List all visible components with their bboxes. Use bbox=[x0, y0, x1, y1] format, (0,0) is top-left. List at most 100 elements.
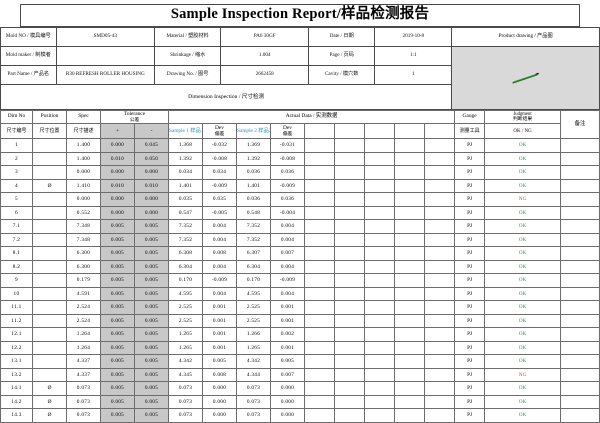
cell-s1: 4.345 bbox=[168, 367, 204, 383]
cell-empty bbox=[424, 165, 456, 180]
cell-d2: 0.004 bbox=[270, 232, 306, 248]
cell-no: 14.3 bbox=[0, 408, 33, 423]
cell-empty bbox=[364, 165, 396, 180]
cell-s1: 1.392 bbox=[168, 151, 204, 167]
mold-no-label: Mold NO / 模具编号 bbox=[0, 26, 57, 47]
cell-empty bbox=[364, 205, 396, 221]
cell-empty bbox=[394, 246, 426, 261]
cell-no: 6 bbox=[0, 205, 33, 221]
cell-no: 8.1 bbox=[0, 246, 33, 261]
th-empty-1 bbox=[304, 123, 336, 140]
cell-s1: 0.035 bbox=[168, 192, 204, 207]
cell-gauge: PJ bbox=[454, 232, 486, 248]
cell-empty bbox=[424, 286, 456, 302]
cell-spec: 4.337 bbox=[66, 367, 101, 383]
cell-empty bbox=[394, 300, 426, 315]
cell-empty bbox=[304, 138, 336, 153]
mold-no-value: SMD05-43 bbox=[55, 26, 156, 47]
cell-d2: 0.001 bbox=[270, 340, 306, 356]
status-badge: OK bbox=[484, 394, 562, 410]
cell-gauge: PJ bbox=[454, 394, 486, 410]
th-position-cn: 尺寸位置 bbox=[32, 123, 67, 140]
th-tolerance-en: Tolerance bbox=[123, 110, 146, 117]
drawing-no-value: 2662458 bbox=[220, 64, 310, 85]
status-badge: OK bbox=[484, 408, 562, 423]
table-row: 10 4.591 0.005 0.005 4.595 0.004 4.595 0.004 PJ O… bbox=[0, 286, 600, 302]
cell-s2: 1.266 bbox=[236, 327, 272, 342]
th-dev1: Dev 偏差 bbox=[202, 123, 238, 140]
cell-d1: 0.004 bbox=[202, 219, 238, 234]
table-row: 11.2 2.524 0.005 0.005 2.525 0.001 2.525 0.001 P… bbox=[0, 313, 600, 329]
cell-empty bbox=[394, 313, 426, 329]
cell-spec: 0.073 bbox=[66, 381, 101, 396]
table-row: 5 0.000 0.000 0.000 0.035 0.035 0.036 0.036 PJ NG bbox=[0, 192, 600, 207]
cell-empty bbox=[394, 354, 426, 369]
th-tolerance-cn: 公差 bbox=[129, 117, 140, 123]
cell-minus: 0.005 bbox=[133, 313, 170, 329]
cell-empty bbox=[424, 178, 456, 194]
table-row: 13.2 4.337 0.005 0.005 4.345 0.008 4.344 0.007 P… bbox=[0, 367, 600, 383]
cell-no: 12.1 bbox=[0, 327, 33, 342]
cell-spec: 0.179 bbox=[66, 273, 101, 288]
cell-d2: -0.031 bbox=[270, 138, 306, 153]
cell-empty bbox=[424, 151, 456, 167]
cell-plus: 0.005 bbox=[100, 273, 135, 288]
th-empty-4 bbox=[394, 123, 426, 140]
cell-empty bbox=[304, 340, 336, 356]
th-dev2-en: Dev bbox=[283, 124, 292, 131]
cell-spec: 1.264 bbox=[66, 327, 101, 342]
cell-empty bbox=[394, 394, 426, 410]
cell-empty bbox=[364, 408, 396, 423]
cell-s1: 1.265 bbox=[168, 327, 204, 342]
cell-plus: 0.000 bbox=[100, 165, 135, 180]
section-band-row: Dimension Inspection / 尺寸检测 bbox=[0, 83, 600, 110]
dimension-inspection-band: Dimension Inspection / 尺寸检测 bbox=[0, 83, 453, 110]
cell-d2: 0.001 bbox=[270, 313, 306, 329]
cell-empty bbox=[304, 300, 336, 315]
cell-plus: 0.005 bbox=[100, 246, 135, 261]
cell-empty bbox=[364, 151, 396, 167]
table-row: 13.1 4.337 0.005 0.005 4.342 0.005 4.342 0.005 P… bbox=[0, 354, 600, 369]
cell-s1: 0.073 bbox=[168, 394, 204, 410]
cell-spec: 1.400 bbox=[66, 138, 101, 153]
status-badge: OK bbox=[484, 286, 562, 302]
cavity-label: Cavity / 模穴数 bbox=[308, 64, 376, 85]
cell-spec: 4.337 bbox=[66, 354, 101, 369]
cell-pos bbox=[32, 138, 67, 153]
cell-s2: 0.170 bbox=[236, 273, 272, 288]
cell-remarks bbox=[560, 246, 600, 261]
cell-d2: -0.009 bbox=[270, 273, 306, 288]
status-badge: OK bbox=[484, 219, 562, 234]
cell-gauge: PJ bbox=[454, 192, 486, 207]
cell-d2: 0.004 bbox=[270, 286, 306, 302]
th-position-en: Position bbox=[32, 109, 67, 125]
th-dev2-cn: 偏差 bbox=[282, 131, 293, 137]
table-row: 14.3 Ø 0.073 0.005 0.005 0.073 0.000 0.073 0.000… bbox=[0, 408, 600, 423]
cell-d1: 0.001 bbox=[202, 313, 238, 329]
cell-plus: 0.005 bbox=[100, 381, 135, 396]
cell-d1: -0.009 bbox=[202, 178, 238, 194]
cell-gauge: PJ bbox=[454, 273, 486, 288]
cell-remarks bbox=[560, 219, 600, 234]
th-dim-no-en: Dim No bbox=[0, 109, 33, 125]
cell-no: 13.1 bbox=[0, 354, 33, 369]
cell-empty bbox=[424, 273, 456, 288]
cell-s1: 7.352 bbox=[168, 219, 204, 234]
cell-spec: 0.552 bbox=[66, 205, 101, 221]
cell-gauge: PJ bbox=[454, 408, 486, 423]
cell-empty bbox=[364, 178, 396, 194]
cell-no: 13.2 bbox=[0, 367, 33, 383]
cell-gauge: PJ bbox=[454, 165, 486, 180]
shrinkage-label: Shrinkage / 缩水 bbox=[154, 45, 222, 66]
cell-gauge: PJ bbox=[454, 178, 486, 194]
cell-spec: 1.400 bbox=[66, 151, 101, 167]
cell-d2: -0.004 bbox=[270, 205, 306, 221]
cell-no: 12.2 bbox=[0, 340, 33, 356]
cell-empty bbox=[394, 151, 426, 167]
cell-plus: 0.005 bbox=[100, 300, 135, 315]
status-badge: OK bbox=[484, 313, 562, 329]
cell-empty bbox=[364, 354, 396, 369]
table-row: 7.2 7.348 0.005 0.005 7.352 0.004 7.352 0.004 PJ… bbox=[0, 232, 600, 248]
cell-pos: Ø bbox=[32, 408, 67, 423]
cell-empty bbox=[364, 394, 396, 410]
